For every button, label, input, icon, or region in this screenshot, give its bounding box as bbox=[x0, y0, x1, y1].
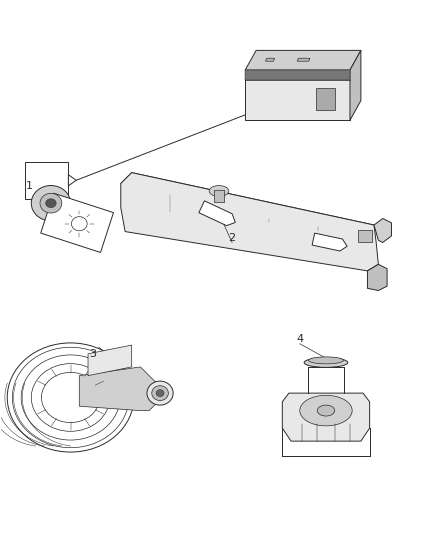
Ellipse shape bbox=[304, 358, 348, 367]
Ellipse shape bbox=[156, 390, 164, 397]
Polygon shape bbox=[350, 51, 361, 120]
Ellipse shape bbox=[7, 343, 134, 452]
Ellipse shape bbox=[21, 355, 120, 440]
Polygon shape bbox=[68, 175, 76, 186]
Polygon shape bbox=[245, 70, 350, 120]
Text: 2: 2 bbox=[229, 233, 236, 243]
Ellipse shape bbox=[317, 405, 335, 416]
Ellipse shape bbox=[308, 357, 343, 364]
Polygon shape bbox=[199, 201, 235, 225]
Polygon shape bbox=[283, 393, 370, 441]
Polygon shape bbox=[297, 58, 310, 61]
Bar bbox=[358, 230, 372, 243]
Polygon shape bbox=[88, 345, 132, 376]
Ellipse shape bbox=[300, 395, 352, 426]
Polygon shape bbox=[374, 219, 392, 243]
Polygon shape bbox=[245, 51, 361, 70]
Ellipse shape bbox=[147, 381, 173, 405]
Bar bbox=[25, 161, 68, 199]
Polygon shape bbox=[245, 70, 350, 80]
Ellipse shape bbox=[152, 386, 168, 400]
Ellipse shape bbox=[46, 199, 56, 208]
Bar bbox=[316, 87, 336, 110]
Text: 4: 4 bbox=[296, 334, 304, 344]
Ellipse shape bbox=[71, 216, 87, 231]
Polygon shape bbox=[367, 264, 387, 290]
Polygon shape bbox=[312, 233, 347, 251]
Polygon shape bbox=[41, 193, 113, 253]
Text: 1: 1 bbox=[25, 181, 32, 191]
Ellipse shape bbox=[42, 373, 100, 423]
Text: 3: 3 bbox=[89, 349, 96, 359]
Ellipse shape bbox=[12, 348, 129, 448]
Bar bbox=[214, 190, 224, 202]
Ellipse shape bbox=[40, 193, 62, 213]
Ellipse shape bbox=[209, 185, 229, 197]
Polygon shape bbox=[79, 367, 158, 410]
Polygon shape bbox=[121, 173, 374, 234]
Polygon shape bbox=[121, 173, 378, 271]
Ellipse shape bbox=[31, 364, 110, 431]
Ellipse shape bbox=[31, 185, 71, 221]
Polygon shape bbox=[265, 58, 275, 61]
